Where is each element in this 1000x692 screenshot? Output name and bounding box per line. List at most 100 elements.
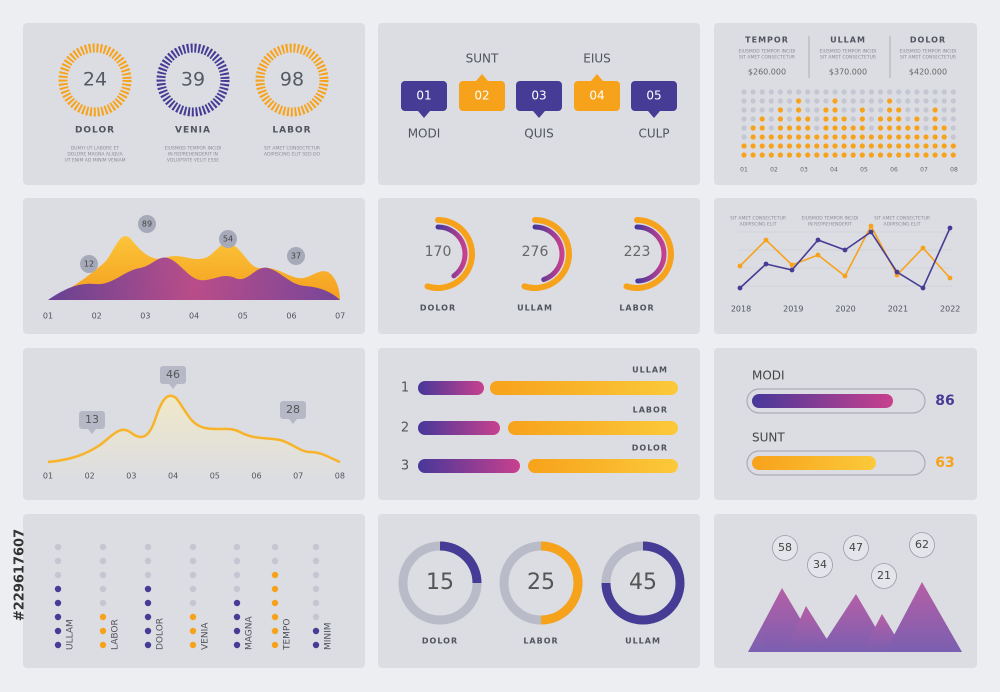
x-label: 03 [800, 167, 808, 174]
ring-arc [521, 217, 572, 291]
x-label: 06 [890, 167, 898, 174]
line-point [868, 229, 874, 235]
dot [859, 134, 865, 140]
dot [54, 599, 62, 607]
dot [896, 116, 902, 122]
dot [768, 143, 774, 149]
dot [99, 641, 107, 649]
line-point [947, 225, 953, 231]
dot [786, 143, 793, 149]
dot [777, 134, 784, 140]
bar-orange [528, 459, 678, 473]
caption: EIUSMOD TEMPOR INCIDI [802, 216, 859, 222]
mountain [785, 606, 835, 652]
dot [914, 98, 920, 104]
dot [144, 627, 152, 635]
dot [750, 107, 756, 113]
dot [805, 89, 811, 95]
callout [138, 215, 156, 233]
dot [859, 98, 865, 104]
x-label: 2022 [940, 305, 960, 314]
progress-value: 63 [935, 455, 954, 471]
ring-arc [623, 217, 674, 291]
dot [850, 125, 856, 131]
dot [233, 613, 241, 621]
step-pointer [418, 111, 430, 118]
gauge-ring [255, 43, 329, 117]
line-point [868, 223, 874, 229]
dot [877, 98, 884, 104]
dot [823, 152, 829, 158]
step-bottom-label: CULP [638, 127, 669, 141]
progress-label: MODI [752, 369, 785, 383]
callout-pointer [289, 419, 297, 424]
dot [850, 143, 856, 149]
step-box [516, 81, 562, 111]
donut-arc [439, 541, 482, 584]
dot [841, 89, 847, 95]
dot [823, 116, 829, 122]
dot [914, 116, 920, 122]
dot [750, 89, 756, 95]
dot [923, 152, 929, 158]
line-point [842, 247, 848, 253]
dot [905, 89, 911, 95]
dot [868, 125, 875, 131]
ring-value: 276 [522, 244, 549, 260]
ring-arc [435, 224, 468, 279]
dot [759, 134, 765, 140]
dot [859, 89, 865, 95]
dot [271, 571, 279, 579]
dot [905, 134, 911, 140]
dot [914, 125, 920, 131]
x-label: 05 [238, 312, 248, 321]
dot [99, 627, 107, 635]
dot [950, 116, 956, 122]
dot [759, 143, 765, 149]
dot [768, 107, 774, 113]
ring-arc [424, 217, 475, 291]
dot [941, 89, 947, 95]
dot [786, 125, 793, 131]
bar-label: DOLOR [632, 444, 668, 453]
dot [932, 125, 938, 131]
dot [823, 125, 829, 131]
bar-orange [490, 381, 678, 395]
dot [99, 585, 107, 593]
dot [887, 107, 893, 113]
dot [896, 152, 902, 158]
x-label: 01 [43, 312, 53, 321]
dot [805, 125, 811, 131]
dot [932, 143, 938, 149]
dot [189, 571, 197, 579]
callout-value: 28 [286, 403, 300, 416]
donut-label: LABOR [523, 637, 558, 646]
dot [759, 107, 765, 113]
dot [233, 543, 241, 551]
dot [832, 143, 838, 149]
bubble-value: 47 [849, 541, 863, 554]
step-number: 03 [531, 89, 546, 103]
gauge-label: DOLOR [75, 126, 115, 136]
dot [850, 98, 856, 104]
dot [896, 107, 902, 113]
dot [99, 613, 107, 621]
dot-label: ULLAM [66, 619, 76, 650]
dot [189, 613, 197, 621]
dot [189, 599, 197, 607]
dot [887, 143, 893, 149]
dot [750, 125, 756, 131]
dot [832, 107, 838, 113]
dot [859, 125, 865, 131]
dot [54, 543, 62, 551]
dot [905, 143, 911, 149]
dot [750, 143, 756, 149]
column-note: SIT AMET CONSECTETUR [739, 55, 795, 61]
line-point [947, 275, 953, 281]
x-label: 05 [860, 167, 868, 174]
callout [80, 255, 98, 273]
bubble [871, 563, 897, 589]
dot [786, 152, 793, 158]
bar-purple [418, 421, 500, 435]
